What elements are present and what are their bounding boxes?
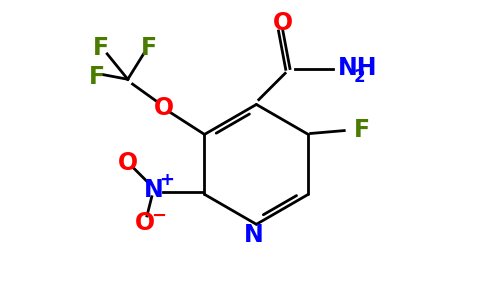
Text: N: N bbox=[244, 223, 264, 247]
Text: F: F bbox=[141, 36, 157, 60]
Text: F: F bbox=[93, 36, 109, 60]
Text: NH: NH bbox=[338, 56, 378, 80]
Text: −: − bbox=[151, 207, 166, 225]
Text: O: O bbox=[118, 151, 138, 175]
Text: F: F bbox=[354, 118, 370, 142]
Text: O: O bbox=[154, 96, 174, 120]
Text: +: + bbox=[159, 171, 174, 189]
Text: 2: 2 bbox=[353, 68, 365, 86]
Text: O: O bbox=[272, 11, 293, 35]
Text: F: F bbox=[89, 65, 105, 89]
Text: O: O bbox=[135, 211, 154, 235]
Text: N: N bbox=[144, 178, 164, 202]
